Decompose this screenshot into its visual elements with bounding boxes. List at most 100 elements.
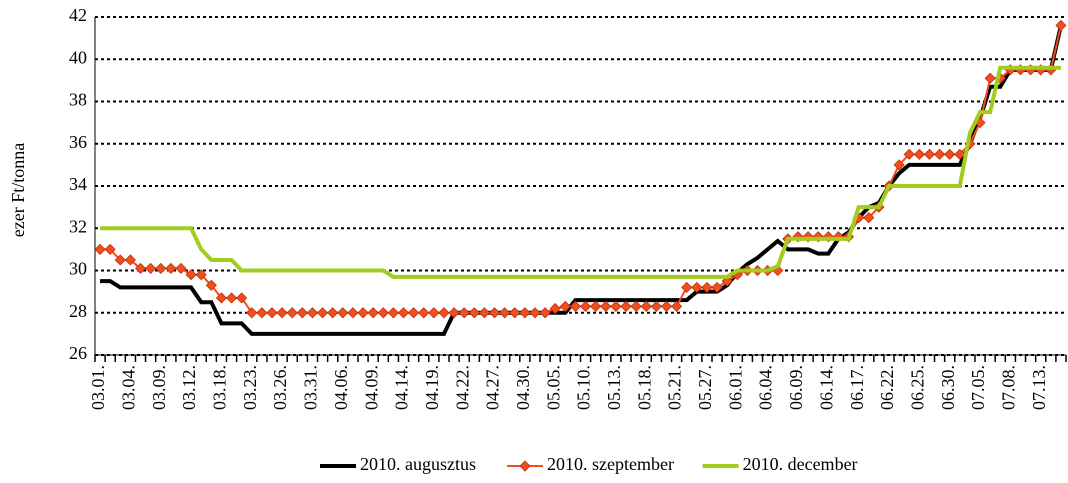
series-marker xyxy=(104,243,116,255)
x-tick-label: 05.21. xyxy=(665,365,685,410)
series-marker xyxy=(519,307,531,319)
x-tick-label: 03.04. xyxy=(119,365,139,410)
series-marker xyxy=(610,300,622,312)
series-marker xyxy=(650,300,662,312)
series-marker xyxy=(539,307,551,319)
series-marker xyxy=(236,292,248,304)
series-marker xyxy=(418,307,430,319)
series-marker xyxy=(387,307,399,319)
x-tick-label: 04.22. xyxy=(452,365,472,410)
series-marker xyxy=(681,281,693,293)
series-marker xyxy=(711,281,723,293)
series-marker xyxy=(630,300,642,312)
series-marker xyxy=(397,307,410,319)
series-marker xyxy=(377,307,389,319)
series-marker xyxy=(225,292,238,304)
x-tick-label: 07.08. xyxy=(998,365,1018,410)
series-marker xyxy=(296,307,308,319)
x-tick-label: 03.01. xyxy=(88,365,108,410)
x-tick-label: 03.23. xyxy=(240,365,260,410)
x-tick-label: 03.12. xyxy=(179,365,199,410)
x-tick-label: 03.26. xyxy=(270,365,290,410)
x-tick-label: 06.25. xyxy=(907,365,927,410)
y-tick-label: 26 xyxy=(69,343,87,363)
series-marker xyxy=(155,262,167,274)
series-marker xyxy=(134,262,147,274)
x-tick-label: 04.14. xyxy=(392,365,412,410)
series-marker xyxy=(691,281,703,293)
series-marker xyxy=(215,292,227,304)
y-tick-label: 36 xyxy=(69,132,87,152)
x-tick-label: 05.13. xyxy=(604,365,624,410)
series-marker xyxy=(913,148,925,160)
series-marker xyxy=(448,307,460,319)
series-marker xyxy=(195,269,207,281)
series-marker xyxy=(579,300,592,312)
series-marker xyxy=(499,307,511,319)
y-tick-label: 38 xyxy=(69,90,87,110)
series-marker xyxy=(590,300,602,312)
x-tick-label: 07.13. xyxy=(1029,365,1049,410)
x-tick-label: 06.01. xyxy=(725,365,745,410)
series-marker xyxy=(509,307,521,319)
legend-label: 2010. augusztus xyxy=(360,454,476,474)
series-marker xyxy=(114,254,126,266)
series-marker xyxy=(185,269,197,281)
series-line xyxy=(100,25,1063,336)
series-marker xyxy=(347,307,359,319)
x-tick-label: 06.14. xyxy=(816,365,836,410)
series-marker xyxy=(620,300,632,312)
x-tick-label: 06.22. xyxy=(877,365,897,410)
series-marker xyxy=(569,300,582,312)
series-marker xyxy=(984,72,996,84)
series-marker xyxy=(903,148,915,160)
x-tick-label: 04.30. xyxy=(513,365,533,410)
series-marker xyxy=(266,307,278,319)
x-tick-label: 04.19. xyxy=(422,365,442,410)
series-marker xyxy=(276,307,288,319)
x-tick-label: 03.09. xyxy=(149,365,169,410)
y-axis-title: ezer Ft/tonna xyxy=(8,143,28,237)
series-marker xyxy=(438,307,450,319)
series-marker xyxy=(468,307,480,319)
series-marker xyxy=(145,262,157,274)
series-marker xyxy=(671,300,683,312)
series-marker xyxy=(286,307,298,319)
y-tick-label: 42 xyxy=(69,5,87,25)
series-marker xyxy=(488,307,501,319)
series-marker xyxy=(246,307,258,319)
series-marker xyxy=(428,307,440,319)
x-tick-label: 04.09. xyxy=(361,365,381,410)
y-tick-label: 28 xyxy=(69,301,87,321)
y-tick-label: 40 xyxy=(69,47,87,67)
x-tick-label: 04.06. xyxy=(331,365,351,410)
series-marker xyxy=(944,148,956,160)
series-marker xyxy=(863,212,875,224)
series-marker xyxy=(306,307,319,319)
series-marker xyxy=(600,300,612,312)
x-tick-label: 06.09. xyxy=(786,365,806,410)
y-tick-label: 30 xyxy=(69,259,87,279)
x-tick-label: 04.27. xyxy=(483,365,503,410)
legend-marker xyxy=(519,460,531,472)
x-tick-label: 03.31. xyxy=(301,365,321,410)
series-marker xyxy=(367,307,379,319)
x-tick-label: 06.17. xyxy=(847,365,867,410)
series-marker xyxy=(893,159,905,171)
series-marker xyxy=(205,279,217,291)
legend-label: 2010. szeptember xyxy=(547,454,674,474)
series-marker xyxy=(327,307,339,319)
series-marker xyxy=(478,307,490,319)
x-tick-label: 06.04. xyxy=(756,365,776,410)
series-marker xyxy=(923,148,936,160)
series-marker xyxy=(357,307,369,319)
y-tick-label: 32 xyxy=(69,216,87,236)
series-marker xyxy=(458,307,470,319)
series-marker xyxy=(549,302,561,315)
series-marker xyxy=(175,262,187,274)
x-tick-label: 03.18. xyxy=(210,365,230,410)
x-tick-label: 05.18. xyxy=(634,365,654,410)
series-marker xyxy=(559,300,571,312)
